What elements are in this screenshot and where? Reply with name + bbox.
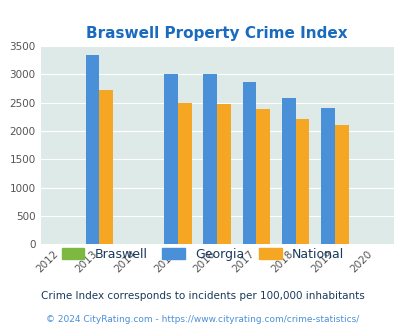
Bar (177, 103, 191, 244)
Text: © 2024 CityRating.com - https://www.cityrating.com/crime-statistics/: © 2024 CityRating.com - https://www.city… (46, 315, 359, 324)
Bar (164, 74, 177, 244)
Bar (217, 104, 230, 244)
Bar (281, 98, 295, 244)
Bar (203, 75, 217, 244)
Title: Braswell Property Crime Index: Braswell Property Crime Index (86, 26, 347, 41)
Legend: Braswell, Georgia, National: Braswell, Georgia, National (57, 243, 348, 266)
Bar (85, 55, 99, 244)
Bar (256, 109, 269, 244)
Bar (320, 108, 334, 244)
Bar (334, 125, 348, 244)
Bar (99, 90, 113, 244)
Bar (242, 82, 256, 244)
Text: Crime Index corresponds to incidents per 100,000 inhabitants: Crime Index corresponds to incidents per… (41, 291, 364, 301)
Bar (295, 119, 309, 244)
